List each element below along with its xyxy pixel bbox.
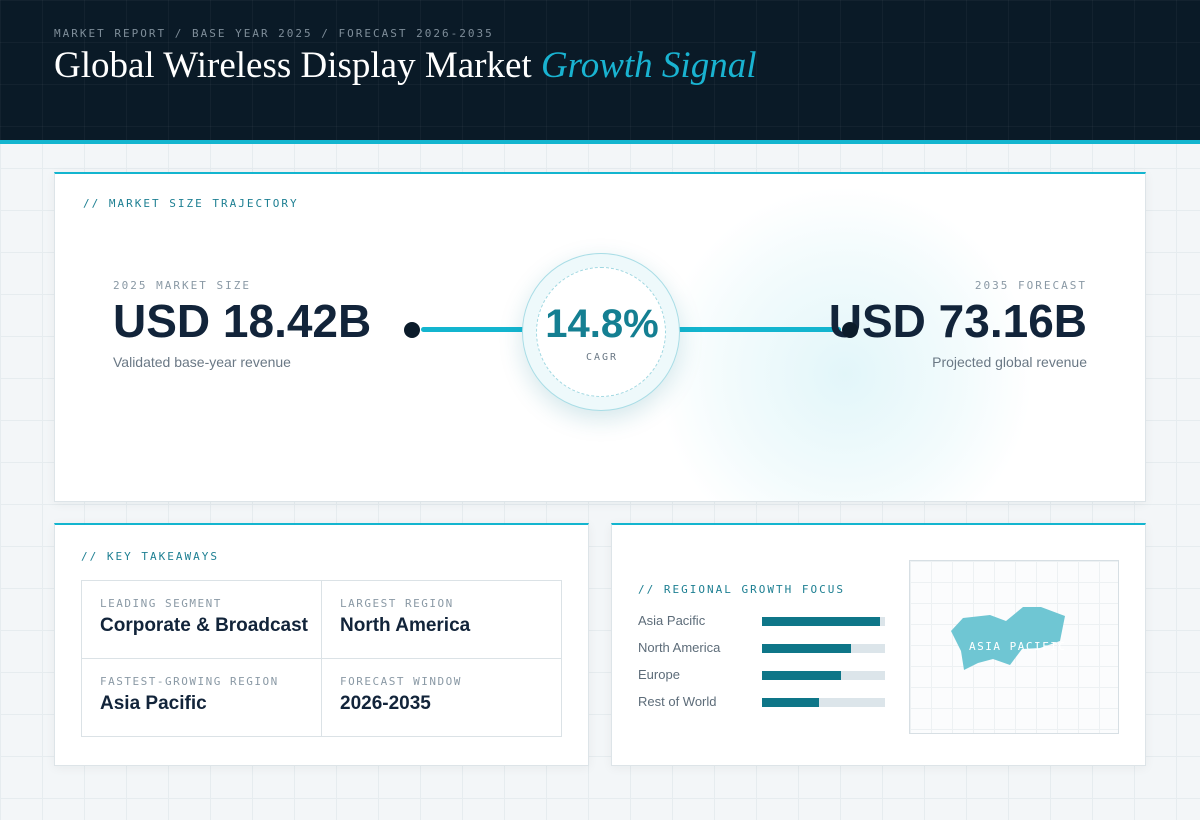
cagr-value: 14.8% bbox=[545, 302, 659, 346]
map-region-label: ASIA PACIFIC bbox=[969, 640, 1067, 653]
takeaway-value: Corporate & Broadcast bbox=[100, 615, 308, 636]
trajectory-section-label: // MARKET SIZE TRAJECTORY bbox=[83, 197, 299, 210]
region-bar-label: North America bbox=[638, 640, 721, 655]
cagr-badge-inner: 14.8% CAGR bbox=[536, 267, 666, 397]
region-bar-row: Europe bbox=[638, 667, 888, 683]
takeaway-label: FORECAST WINDOW bbox=[340, 675, 462, 688]
cagr-badge: 14.8% CAGR bbox=[522, 253, 680, 411]
report-header: MARKET REPORT / BASE YEAR 2025 / FORECAS… bbox=[0, 0, 1200, 144]
regional-growth-card: // REGIONAL GROWTH FOCUS Asia Pacific Nor… bbox=[611, 523, 1146, 766]
asia-pacific-map-shape bbox=[951, 607, 1065, 670]
takeaways-grid: LEADING SEGMENT Corporate & Broadcast LA… bbox=[81, 580, 562, 737]
start-market-size-description: Validated base-year revenue bbox=[113, 354, 291, 370]
page-title-accent: Growth Signal bbox=[540, 45, 757, 86]
takeaway-label: LARGEST REGION bbox=[340, 597, 454, 610]
page-title: Global Wireless Display Market Growth Si… bbox=[54, 44, 756, 87]
end-forecast-description: Projected global revenue bbox=[932, 354, 1087, 370]
region-bar-track bbox=[762, 644, 885, 653]
region-map: ASIA PACIFIC bbox=[909, 560, 1119, 734]
trajectory-end-dot bbox=[842, 322, 858, 338]
takeaway-value: Asia Pacific bbox=[100, 693, 207, 714]
region-bar bbox=[762, 671, 841, 680]
region-bar-track bbox=[762, 698, 885, 707]
end-forecast-value: USD 73.16B bbox=[828, 295, 1087, 347]
region-bar-label: Rest of World bbox=[638, 694, 717, 709]
page-title-main: Global Wireless Display Market bbox=[54, 45, 541, 86]
region-bar bbox=[762, 644, 851, 653]
cagr-label: CAGR bbox=[585, 352, 619, 363]
forecast-glow bbox=[655, 184, 1035, 501]
takeaway-forecast-window: FORECAST WINDOW 2026-2035 bbox=[322, 659, 562, 737]
takeaways-section-label: // KEY TAKEAWAYS bbox=[81, 550, 219, 563]
end-forecast-label: 2035 FORECAST bbox=[974, 279, 1087, 292]
takeaway-leading-segment: LEADING SEGMENT Corporate & Broadcast bbox=[82, 581, 322, 659]
region-bar-row: North America bbox=[638, 640, 888, 656]
grid-divider-horizontal bbox=[82, 658, 561, 659]
start-market-size-label: 2025 MARKET SIZE bbox=[113, 279, 251, 292]
breadcrumb: MARKET REPORT / BASE YEAR 2025 / FORECAS… bbox=[54, 27, 494, 40]
trajectory-start-dot bbox=[404, 322, 420, 338]
takeaway-largest-region: LARGEST REGION North America bbox=[322, 581, 562, 659]
region-bar bbox=[762, 617, 880, 626]
takeaway-label: FASTEST-GROWING REGION bbox=[100, 675, 279, 688]
asia-pacific-region-shape bbox=[951, 607, 1065, 670]
takeaway-fastest-growing-region: FASTEST-GROWING REGION Asia Pacific bbox=[82, 659, 322, 737]
start-market-size-value: USD 18.42B bbox=[113, 295, 372, 347]
regional-section-label: // REGIONAL GROWTH FOCUS bbox=[638, 583, 845, 596]
region-bar-track bbox=[762, 617, 885, 626]
region-bar-label: Asia Pacific bbox=[638, 613, 706, 628]
takeaway-value: 2026-2035 bbox=[340, 693, 431, 714]
region-bar-track bbox=[762, 671, 885, 680]
region-bar bbox=[762, 698, 819, 707]
takeaway-label: LEADING SEGMENT bbox=[100, 597, 222, 610]
region-bar-row: Asia Pacific bbox=[638, 613, 888, 629]
key-takeaways-card: // KEY TAKEAWAYS LEADING SEGMENT Corpora… bbox=[54, 523, 589, 766]
takeaway-value: North America bbox=[340, 615, 471, 636]
market-size-trajectory-card: // MARKET SIZE TRAJECTORY 2025 MARKET SI… bbox=[54, 172, 1146, 502]
region-bar-label: Europe bbox=[638, 667, 680, 682]
region-bar-row: Rest of World bbox=[638, 694, 888, 710]
